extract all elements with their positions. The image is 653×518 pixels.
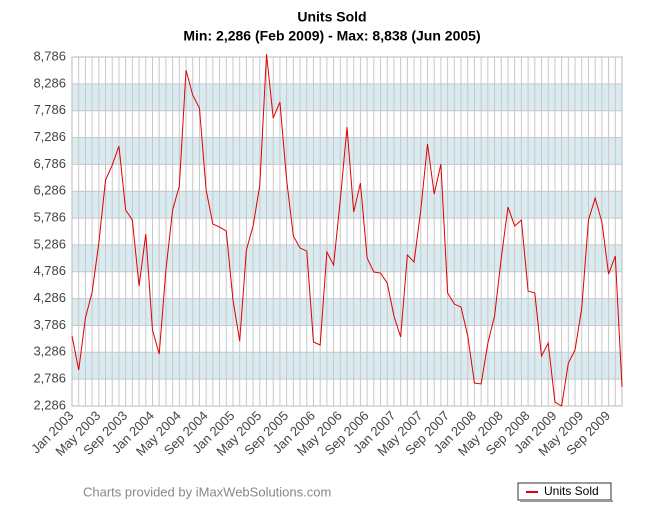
legend-shadow [520,500,613,502]
plot-border [71,56,623,407]
y-tick-label: 8,286 [33,75,66,90]
credit: Charts provided by iMaxWebSolutions.com [83,484,331,499]
y-tick-label: 4,286 [33,290,66,305]
y-tick-label: 2,286 [33,397,66,412]
y-tick-label: 2,786 [33,371,66,386]
line-series [71,54,623,407]
chart-subtitle: Min: 2,286 (Feb 2009) - Max: 8,838 (Jun … [183,28,480,44]
y-tick-label: 6,786 [33,156,66,171]
y-tick-label: 5,286 [33,236,66,251]
y-tick-label: 3,786 [33,317,66,332]
y-tick-label: 7,286 [33,129,66,144]
y-tick-label: 7,786 [33,102,66,117]
legend-label: Units Sold [544,484,599,498]
y-tick-label: 4,786 [33,263,66,278]
y-tick-label: 8,786 [33,48,66,63]
y-tick-label: 6,286 [33,183,66,198]
chart-title: Units Sold [297,9,366,25]
legend: Units Sold [517,482,613,502]
y-tick-label: 3,286 [33,344,66,359]
y-tick-label: 5,786 [33,210,66,225]
